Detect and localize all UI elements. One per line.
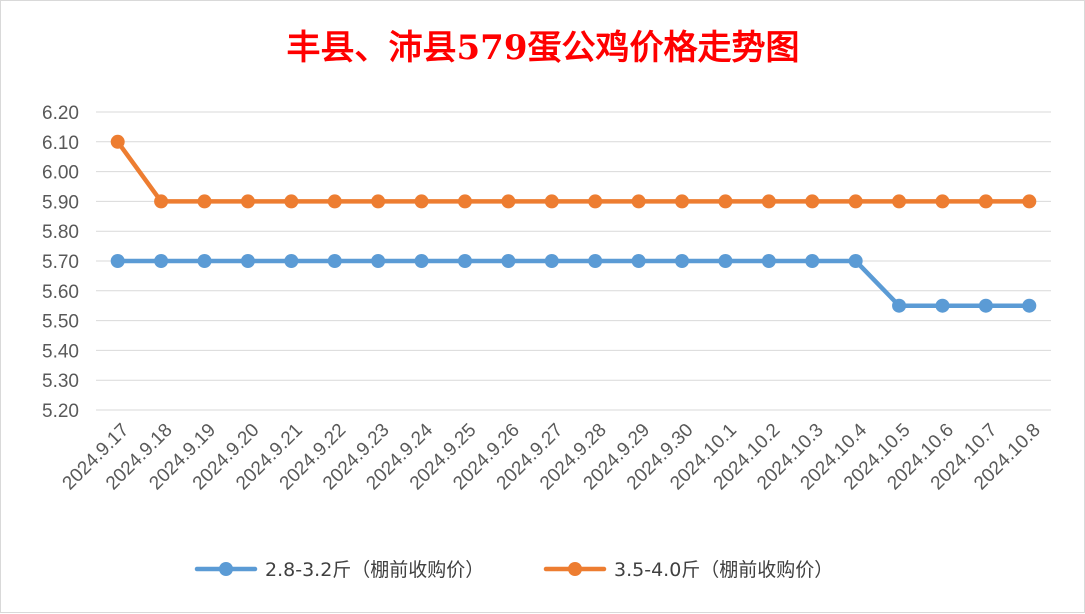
data-point (761, 254, 776, 268)
data-point (371, 194, 386, 209)
data-point (978, 194, 993, 209)
y-tick-label: 6.20 (42, 103, 79, 124)
data-point (631, 194, 646, 209)
data-point (935, 194, 950, 209)
y-axis-ticks: 5.20 5.30 5.40 5.50 5.60 5.70 5.80 5.90 6.00 6.10… (42, 103, 79, 422)
data-point (631, 254, 646, 268)
data-point (848, 194, 863, 209)
y-tick-label: 6.10 (42, 133, 79, 154)
legend-label: 2.8-3.2斤（棚前收购价） (265, 559, 484, 581)
y-tick-label: 5.70 (42, 252, 79, 273)
data-point (110, 134, 125, 149)
series-line (115, 258, 1032, 308)
data-point (371, 254, 386, 268)
y-tick-label: 5.40 (42, 341, 79, 362)
legend-label: 3.5-4.0斤（棚前收购价） (614, 559, 833, 581)
x-axis-ticks: 2024.9.172024.9.182024.9.192024.9.202024… (59, 419, 1045, 494)
legend: 2.8-3.2斤（棚前收购价） 3.5-4.0斤（棚前收购价） (194, 559, 833, 581)
data-point (718, 254, 733, 268)
data-point (588, 254, 603, 268)
data-point (501, 254, 516, 268)
data-point (848, 254, 863, 268)
data-point (327, 194, 342, 209)
legend-item-1: 2.8-3.2斤（棚前收购价） (194, 559, 484, 581)
data-point (892, 194, 907, 209)
data-point (892, 298, 907, 313)
data-point (414, 194, 429, 209)
y-tick-label: 5.60 (42, 282, 79, 303)
data-point (197, 194, 212, 209)
data-point (414, 254, 429, 268)
legend-marker (568, 562, 582, 576)
series-line (115, 139, 1032, 204)
data-point (805, 194, 820, 209)
data-point (675, 194, 690, 209)
data-point (761, 194, 776, 209)
chart-title: 丰县、沛县579蛋公鸡价格走势图 (287, 28, 800, 68)
data-point (284, 254, 299, 268)
data-point (588, 194, 603, 209)
legend-marker (219, 562, 233, 576)
data-point (1022, 194, 1037, 209)
data-point (978, 298, 993, 313)
data-point (501, 194, 516, 209)
y-tick-label: 5.50 (42, 312, 79, 333)
data-point (197, 254, 212, 268)
series-1 (110, 254, 1037, 313)
y-tick-label: 5.30 (42, 371, 79, 392)
data-point (154, 254, 169, 268)
legend-item-2: 3.5-4.0斤（棚前收购价） (543, 559, 833, 581)
y-tick-label: 6.00 (42, 163, 79, 184)
data-point (154, 194, 169, 209)
data-point (110, 254, 125, 268)
series-2 (110, 134, 1037, 209)
data-point (457, 254, 472, 268)
data-point (457, 194, 472, 209)
data-point (544, 254, 559, 268)
data-point (805, 254, 820, 268)
data-point (240, 254, 255, 268)
data-point (718, 194, 733, 209)
data-point (327, 254, 342, 268)
data-point (675, 254, 690, 268)
data-point (284, 194, 299, 209)
series-group (110, 134, 1037, 313)
data-point (935, 298, 950, 313)
data-point (544, 194, 559, 209)
y-tick-label: 5.20 (42, 401, 79, 422)
y-tick-label: 5.90 (42, 192, 79, 213)
y-tick-label: 5.80 (42, 222, 79, 243)
data-point (1022, 298, 1037, 313)
data-point (240, 194, 255, 209)
